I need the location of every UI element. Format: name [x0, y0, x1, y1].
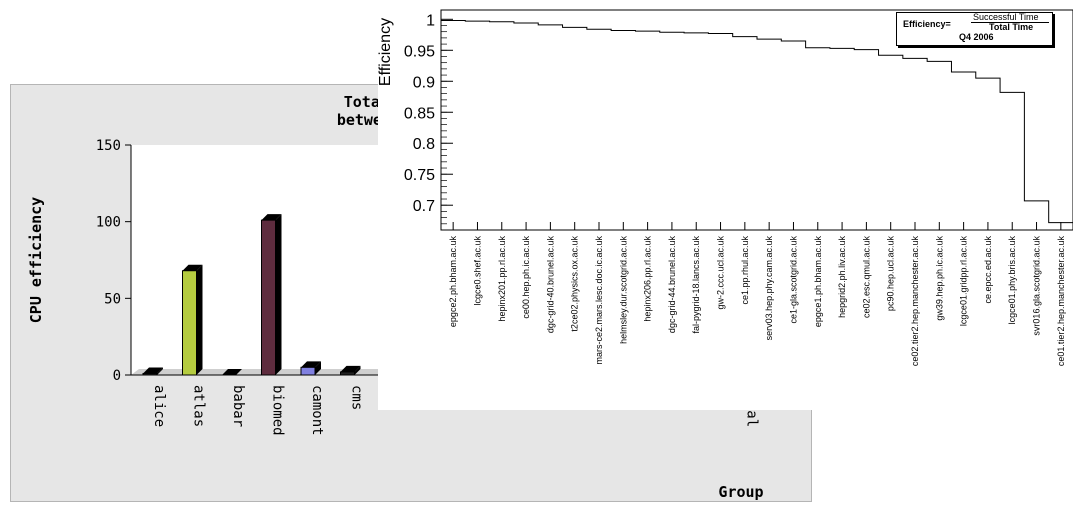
legend-denominator: Total Time	[989, 22, 1034, 32]
y-axis-label: Efficiency	[378, 18, 394, 86]
x-tick-label: gw-2.ccc.ucl.ac.uk	[716, 236, 726, 310]
x-tick-label: helmsley.dur.scotgrid.ac.uk	[618, 236, 628, 344]
x-tick-label: ce1-gla.scotgrid.ac.uk	[788, 236, 798, 324]
y-tick-label: 0.85	[404, 105, 435, 122]
bar	[142, 372, 158, 376]
bar-top	[301, 361, 321, 368]
legend-fraction-line	[971, 22, 1049, 23]
y-tick-label: 0	[113, 368, 121, 384]
x-axis-label: Group	[718, 483, 763, 501]
bar	[261, 219, 276, 376]
bar-top	[340, 365, 361, 372]
bar	[340, 371, 355, 376]
legend-label: Efficiency=	[903, 19, 951, 29]
bar-top	[182, 264, 203, 271]
x-tick-label: ce02.tier2.hep.manchester.ac.uk	[910, 236, 920, 367]
x-tick-label: hepinx206.pp.rl.ac.uk	[643, 236, 653, 322]
x-tick-label: fal-pygrid-18.lancs.ac.uk	[691, 236, 701, 334]
y-axis-label: CPU efficiency	[27, 197, 45, 323]
bar-side	[275, 214, 282, 375]
x-tick-label: hepgrid2.ph.liv.ac.uk	[837, 236, 847, 318]
x-tick-label: serv03.hep.phy.cam.ac.uk	[764, 236, 774, 341]
x-tick-label: gw39.hep.ph.ic.ac.uk	[934, 236, 944, 321]
bar-top	[222, 369, 242, 375]
efficiency-line	[441, 20, 1073, 224]
y-tick-label: 1	[426, 12, 435, 29]
x-tick-label: ce.epcc.ed.ac.uk	[983, 236, 993, 304]
y-tick-label: 0.9	[413, 74, 435, 91]
x-tick-label: ce01.tier2.hep.manchester.ac.uk	[1056, 236, 1066, 367]
x-tick-label: lcgce01.gridpp.rl.ac.uk	[959, 236, 969, 327]
legend-numerator: Successful Time	[973, 12, 1039, 22]
bar-side	[157, 367, 163, 375]
bar-top	[261, 214, 282, 221]
x-tick-label: dgc-grid-40.brunel.ac.uk	[545, 236, 555, 334]
y-tick-label: 50	[104, 291, 121, 307]
y-tick-label: 0.75	[404, 167, 435, 184]
x-tick-label: ce1.pp.rhul.ac.uk	[740, 236, 750, 305]
bar-side	[354, 365, 361, 375]
bar-top	[143, 367, 163, 374]
bar-side	[196, 264, 203, 375]
x-tick-label: epgce1.ph.bham.ac.uk	[813, 236, 823, 328]
x-tick-label: ce02.esc.qmul.ac.uk	[861, 236, 871, 319]
y-tick-label: 150	[96, 138, 121, 154]
x-tick-label: alice	[151, 385, 167, 427]
x-tick-label: svr016.gla.scotgrid.ac.uk	[1032, 236, 1042, 336]
x-tick-label: lcgce0.shef.ac.uk	[472, 236, 482, 306]
bar-side	[315, 361, 321, 375]
y-tick-label: 0.8	[413, 136, 435, 153]
bar	[300, 366, 316, 376]
x-tick-label: biomed	[270, 385, 286, 436]
bar	[182, 270, 197, 376]
plot-frame	[440, 9, 1073, 231]
efficiency-plot: 0.7 0.75 0.8 0.85 0.9 0.95 1 Efficiency epgce2.p…	[378, 9, 1073, 367]
x-tick-label: epgce2.ph.bham.ac.uk	[448, 236, 458, 328]
y-tick-label: 0.95	[404, 43, 435, 60]
x-tick-label: babar	[230, 385, 246, 427]
x-tick-label: mars-ce2.mars.lesc.doc.ic.ac.uk	[594, 236, 604, 365]
legend-period: Q4 2006	[959, 32, 994, 42]
x-tick-label: dgc-grid-44.brunel.ac.uk	[667, 236, 677, 334]
x-tick-label: atlas	[191, 385, 207, 427]
x-tick-label: pc90.hep.ucl.ac.uk	[886, 236, 896, 312]
y-tick-label: 0.7	[413, 198, 435, 215]
x-tick-label: ce00.hep.ph.ic.ac.uk	[521, 236, 531, 319]
x-tick-label: camont	[309, 385, 325, 436]
x-tick-label: hepinx201.pp.rl.ac.uk	[497, 236, 507, 322]
x-tick-label: cms	[349, 385, 365, 410]
x-tick-label: lcgce01.phy.bris.ac.uk	[1007, 236, 1017, 325]
efficiency-by-site-chart: 0.7 0.75 0.8 0.85 0.9 0.95 1 Efficiency epgce2.p…	[378, 0, 1073, 410]
chart-legend: Efficiency= Successful Time Total Time Q…	[896, 12, 1053, 46]
y-tick-label: 100	[96, 215, 121, 231]
x-tick-label: t2ce02.physics.ox.ac.uk	[570, 236, 580, 332]
